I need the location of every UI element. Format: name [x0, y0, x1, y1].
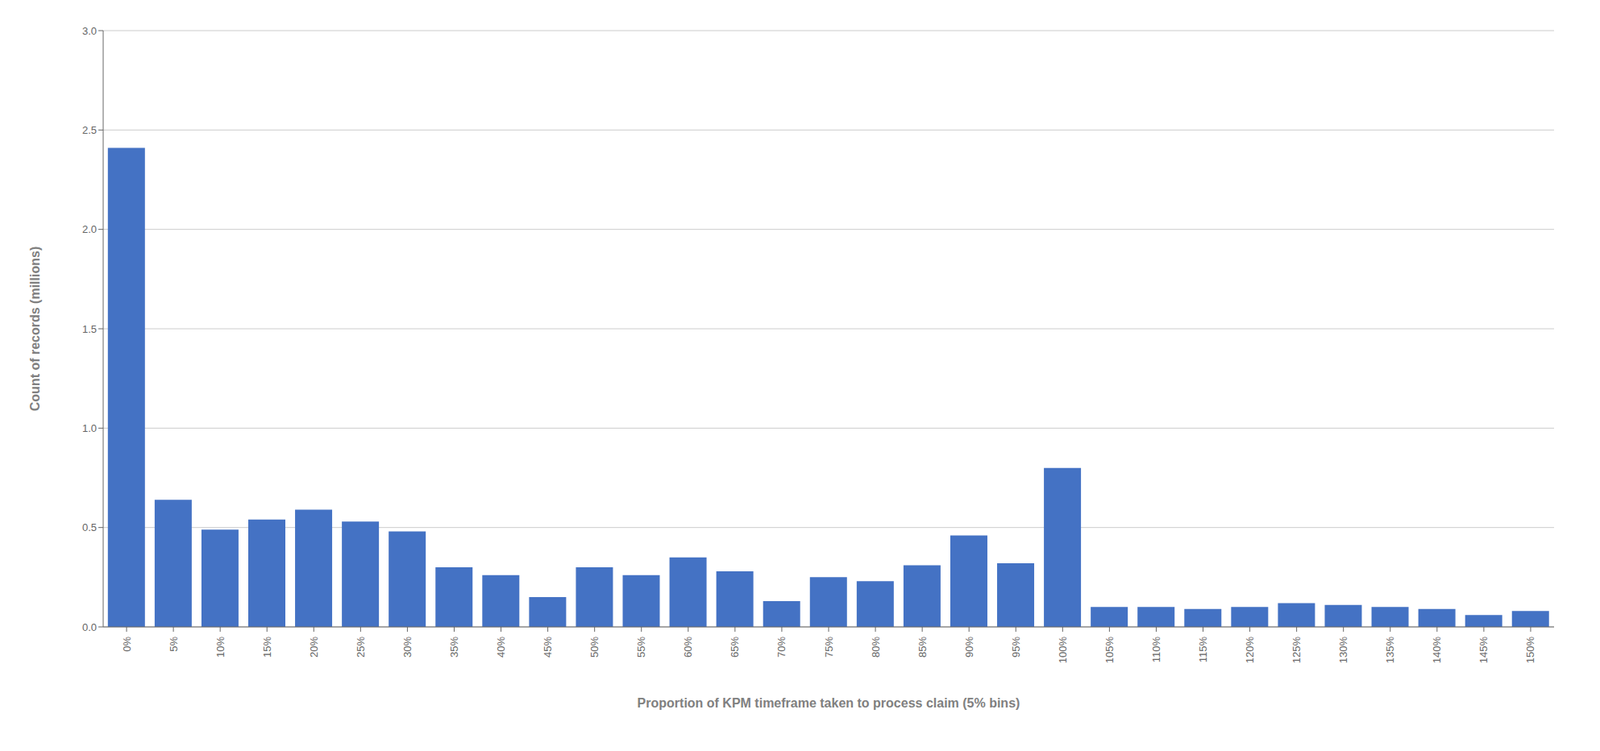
svg-text:50%: 50% — [588, 636, 601, 658]
svg-text:115%: 115% — [1196, 636, 1210, 664]
svg-text:70%: 70% — [775, 636, 788, 658]
svg-text:0%: 0% — [120, 636, 133, 653]
svg-text:3.0: 3.0 — [82, 24, 97, 38]
svg-text:110%: 110% — [1150, 636, 1163, 664]
svg-text:0.5: 0.5 — [82, 521, 97, 534]
svg-text:100%: 100% — [1056, 636, 1069, 665]
svg-text:30%: 30% — [401, 636, 414, 658]
svg-text:10%: 10% — [214, 636, 227, 658]
svg-text:85%: 85% — [916, 636, 929, 658]
svg-text:20%: 20% — [307, 636, 320, 658]
svg-text:15%: 15% — [261, 636, 274, 658]
svg-text:2.0: 2.0 — [82, 223, 97, 236]
svg-text:145%: 145% — [1477, 636, 1490, 665]
svg-text:45%: 45% — [541, 636, 554, 658]
svg-text:2.5: 2.5 — [82, 124, 97, 137]
svg-text:80%: 80% — [869, 636, 882, 658]
svg-text:35%: 35% — [448, 636, 461, 658]
svg-text:135%: 135% — [1383, 636, 1397, 665]
svg-text:105%: 105% — [1103, 636, 1116, 665]
svg-text:120%: 120% — [1243, 636, 1256, 665]
svg-text:40%: 40% — [494, 636, 508, 658]
svg-text:1.0: 1.0 — [82, 422, 97, 435]
svg-text:Count of records (millions): Count of records (millions) — [28, 246, 42, 412]
svg-text:130%: 130% — [1337, 636, 1350, 665]
svg-text:25%: 25% — [354, 636, 367, 658]
svg-text:Proportion of KPM timeframe ta: Proportion of KPM timeframe taken to pro… — [637, 696, 1021, 711]
svg-text:60%: 60% — [681, 636, 695, 658]
svg-text:0.0: 0.0 — [82, 621, 97, 634]
svg-text:125%: 125% — [1290, 636, 1303, 665]
svg-text:95%: 95% — [1009, 636, 1023, 658]
svg-text:1.5: 1.5 — [82, 323, 97, 336]
svg-text:75%: 75% — [822, 636, 836, 658]
svg-text:150%: 150% — [1524, 636, 1537, 665]
svg-text:65%: 65% — [728, 636, 741, 658]
svg-text:5%: 5% — [167, 636, 180, 653]
svg-text:90%: 90% — [963, 636, 976, 658]
svg-text:140%: 140% — [1430, 636, 1443, 665]
svg-text:55%: 55% — [635, 636, 648, 658]
